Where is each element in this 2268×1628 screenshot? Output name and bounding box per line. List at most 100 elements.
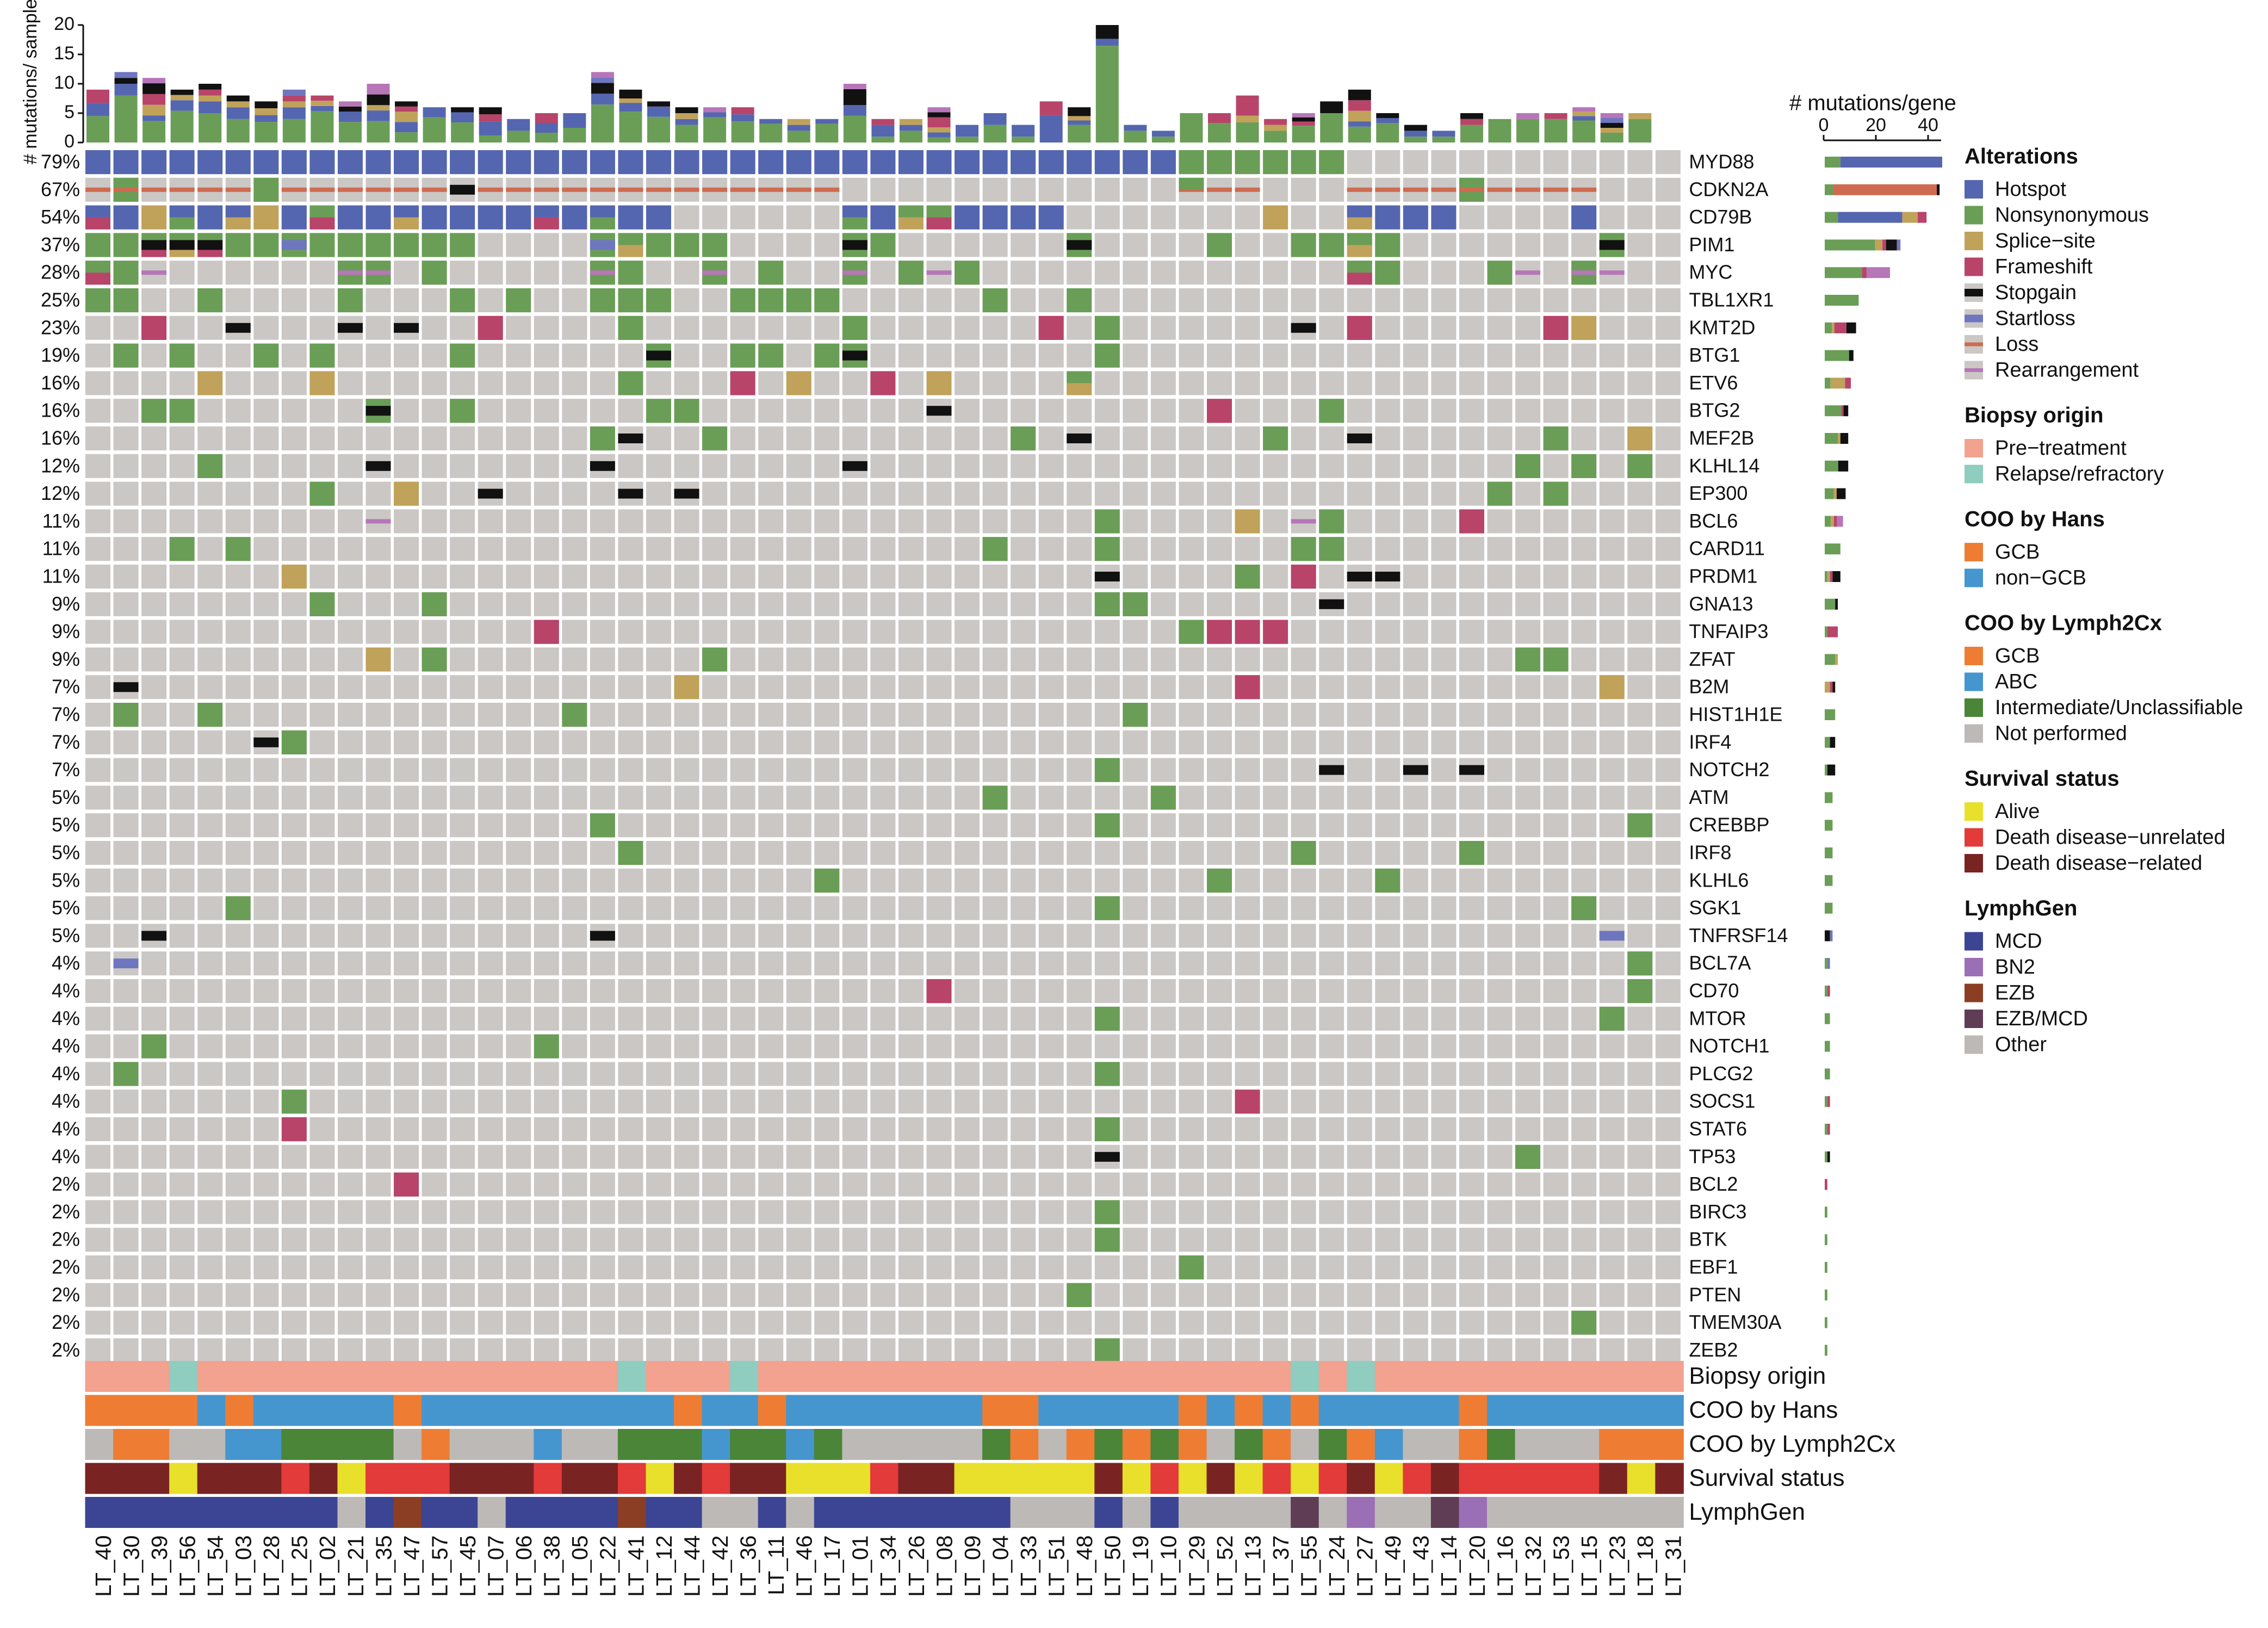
gene-percentage: 4%	[52, 1007, 80, 1029]
mutation-cell	[646, 399, 671, 423]
cell-background	[758, 1090, 784, 1114]
cell-background	[1123, 426, 1148, 450]
cell-background	[1459, 1034, 1484, 1058]
cell-background	[141, 592, 167, 616]
cell-background	[1150, 315, 1176, 340]
legend-swatch	[1965, 672, 1983, 691]
cell-background	[534, 758, 559, 782]
cell-background	[141, 1090, 167, 1114]
cell-background	[898, 1283, 924, 1307]
annotation-cell	[1010, 1395, 1039, 1426]
cell-background	[1515, 1062, 1541, 1086]
annotation-cell	[1543, 1497, 1572, 1528]
mutation-cell	[1319, 150, 1344, 175]
cell-background	[786, 454, 811, 478]
gene-bar-segment	[1825, 295, 1859, 306]
annotation-cell	[1206, 1395, 1236, 1426]
cell-background	[1487, 454, 1513, 478]
cell-background	[1207, 1117, 1232, 1141]
cell-background	[1011, 1255, 1036, 1279]
annotation-cell	[169, 1429, 198, 1460]
cell-background	[730, 537, 755, 561]
cell-background	[870, 730, 896, 754]
cell-background	[365, 1310, 391, 1335]
annotation-cell	[449, 1429, 479, 1460]
cell-background	[1150, 620, 1176, 644]
cell-background	[1235, 1117, 1260, 1141]
gene-row-hist1h1e	[85, 703, 1681, 727]
cell-background	[113, 1034, 139, 1058]
cell-background	[1235, 205, 1260, 230]
cell-background	[85, 730, 110, 754]
cell-background	[1094, 454, 1120, 478]
legend-title: COO by Lymph2Cx	[1965, 611, 2162, 635]
gene-percentage: 2%	[52, 1228, 80, 1251]
mutation-cell	[646, 288, 671, 313]
sample-bar-segment	[142, 94, 166, 105]
mutation-cell	[730, 150, 755, 175]
loss-line	[281, 187, 307, 192]
gene-label: STAT6	[1689, 1118, 1747, 1140]
gene-label: MYC	[1689, 261, 1732, 283]
cell-background	[113, 1255, 139, 1279]
cell-background	[1431, 150, 1457, 174]
cell-background	[702, 537, 728, 561]
cell-background	[1487, 1172, 1513, 1197]
cell-background	[1011, 841, 1036, 865]
gene-row-pim1	[85, 233, 1681, 257]
gene-bar-segment	[1825, 1289, 1827, 1301]
annotation-cell	[1459, 1429, 1488, 1460]
cell-background	[562, 1172, 587, 1197]
cell-background	[955, 896, 980, 920]
mutation-cell	[450, 205, 475, 230]
mutation-cell	[730, 288, 755, 313]
cell-background	[1459, 371, 1484, 395]
rearrangement-line	[842, 270, 867, 275]
cell-background	[870, 509, 896, 534]
cell-background	[982, 896, 1008, 920]
annotation-track-label: COO by Hans	[1689, 1397, 1838, 1423]
gene-bar-segment	[1897, 239, 1901, 251]
mutation-cell	[1627, 979, 1653, 1004]
cell-background	[1291, 924, 1316, 948]
cell-background	[309, 1090, 335, 1114]
legend-label: non−GCB	[1995, 567, 2086, 590]
sample-bar-segment	[395, 106, 418, 112]
cell-background	[618, 703, 643, 727]
cell-background	[982, 1283, 1008, 1307]
legend-label: EZB	[1995, 982, 2035, 1005]
mutation-cell	[253, 205, 279, 230]
cell-background	[955, 1338, 980, 1363]
cell-background	[1543, 371, 1569, 395]
startloss-bar	[1599, 931, 1625, 941]
gene-row-tnfrsf14	[85, 924, 1681, 948]
cell-background	[1067, 481, 1092, 506]
gene-label: PRDM1	[1689, 565, 1757, 587]
cell-background	[590, 896, 615, 920]
cell-background	[926, 481, 952, 506]
legend-label: Relapse/refractory	[1995, 463, 2164, 486]
cell-background	[1375, 399, 1401, 423]
sample-bar-segment	[423, 117, 446, 143]
annotation-cell	[898, 1463, 927, 1494]
cell-background	[141, 1062, 167, 1086]
gene-percentage: 5%	[52, 924, 80, 946]
cell-background	[1038, 841, 1064, 865]
cell-background	[1319, 565, 1344, 589]
cell-background	[562, 896, 587, 920]
mutation-cell	[842, 205, 867, 218]
cell-background	[1207, 979, 1232, 1003]
cell-background	[1655, 371, 1681, 395]
cell-background	[955, 868, 980, 893]
cell-background	[478, 343, 503, 368]
cell-background	[758, 1006, 784, 1031]
cell-background	[1207, 261, 1232, 285]
sample-bar-segment	[619, 103, 642, 112]
cell-background	[1150, 1338, 1176, 1363]
annotation-cell	[982, 1463, 1011, 1494]
cell-background	[898, 343, 924, 368]
mutation-cell	[450, 288, 475, 313]
cell-background	[1347, 592, 1372, 616]
cell-background	[281, 343, 307, 368]
cell-background	[1207, 1228, 1232, 1252]
